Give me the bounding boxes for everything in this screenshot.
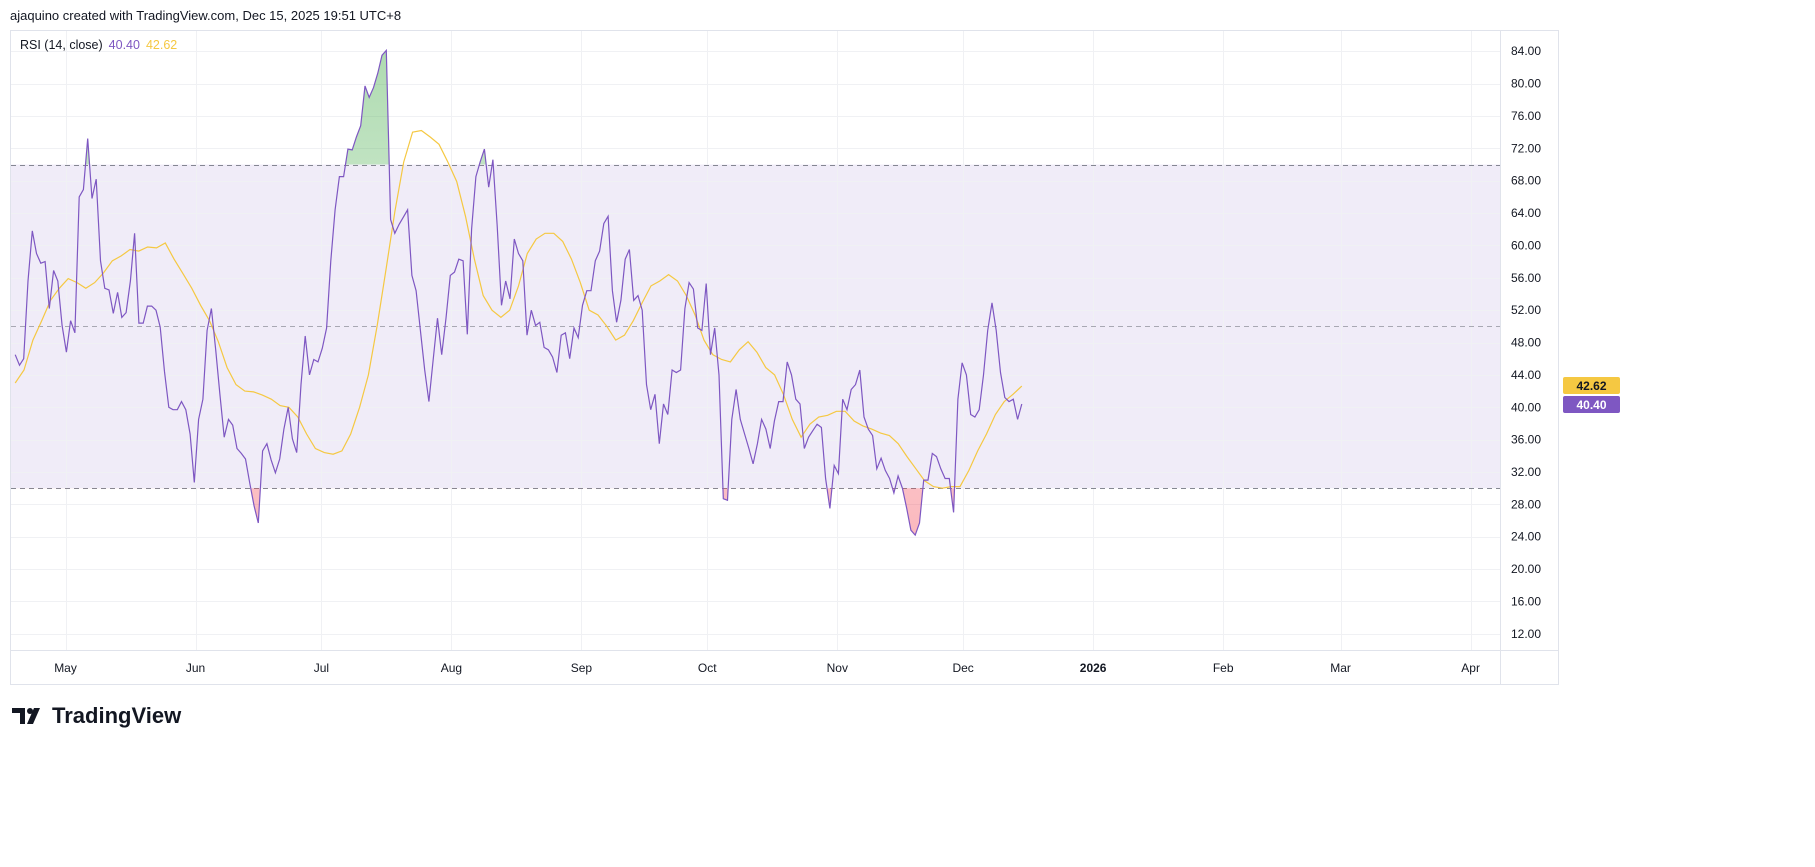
y-tick-label: 60.00 — [1511, 238, 1541, 252]
x-tick-label: Jun — [186, 661, 205, 675]
y-tick-label: 56.00 — [1511, 271, 1541, 285]
y-tick-label: 12.00 — [1511, 627, 1541, 641]
y-tick-label: 80.00 — [1511, 77, 1541, 91]
indicator-name: RSI (14, close) — [20, 38, 103, 52]
y-tick-label: 72.00 — [1511, 141, 1541, 155]
y-tick-label: 52.00 — [1511, 303, 1541, 317]
y-tick-label: 36.00 — [1511, 433, 1541, 447]
x-tick-label: Mar — [1330, 661, 1351, 675]
rsi-value: 40.40 — [108, 38, 140, 52]
x-tick-label: Apr — [1461, 661, 1480, 675]
x-tick-label: May — [54, 661, 77, 675]
x-tick-label: Dec — [952, 661, 973, 675]
y-tick-label: 20.00 — [1511, 562, 1541, 576]
brand-name: TradingView — [52, 703, 182, 728]
x-tick-label: Oct — [698, 661, 717, 675]
y-tick-label: 44.00 — [1511, 368, 1541, 382]
x-tick-label: Sep — [571, 661, 593, 675]
ma-last-value-badge-text: 42.62 — [1576, 379, 1606, 393]
y-tick-label: 40.00 — [1511, 400, 1541, 414]
y-tick-label: 32.00 — [1511, 465, 1541, 479]
y-tick-label: 48.00 — [1511, 336, 1541, 350]
rsi-ma-line — [14, 129, 1023, 489]
chart-attribution: ajaquino created with TradingView.com, D… — [10, 8, 402, 23]
tradingview-logo-icon — [12, 708, 40, 724]
rsi-line — [14, 48, 1023, 537]
chart-frame — [10, 30, 1559, 685]
y-tick-label: 76.00 — [1511, 109, 1541, 123]
indicator-legend[interactable]: RSI (14, close) 40.40 42.62 — [20, 38, 177, 52]
x-tick-label: 2026 — [1080, 661, 1107, 675]
y-tick-label: 16.00 — [1511, 594, 1541, 608]
oversold-fill — [15, 488, 1022, 536]
rsi-band-background — [11, 164, 1500, 489]
x-tick-label: Feb — [1213, 661, 1234, 675]
rsi-last-value-badge-text: 40.40 — [1576, 398, 1606, 412]
y-tick-label: 28.00 — [1511, 497, 1541, 511]
y-tick-label: 64.00 — [1511, 206, 1541, 220]
rsi-last-value-badge — [1563, 396, 1620, 414]
x-tick-label: Aug — [441, 661, 462, 675]
ma-value: 42.62 — [145, 38, 178, 52]
x-tick-label: Jul — [314, 661, 329, 675]
ma-last-value-badge — [1563, 377, 1620, 395]
y-tick-label: 24.00 — [1511, 530, 1541, 544]
y-tick-label: 84.00 — [1511, 44, 1541, 58]
x-tick-label: Nov — [827, 661, 848, 675]
y-tick-label: 68.00 — [1511, 174, 1541, 188]
tradingview-logo[interactable]: TradingView — [12, 703, 181, 729]
